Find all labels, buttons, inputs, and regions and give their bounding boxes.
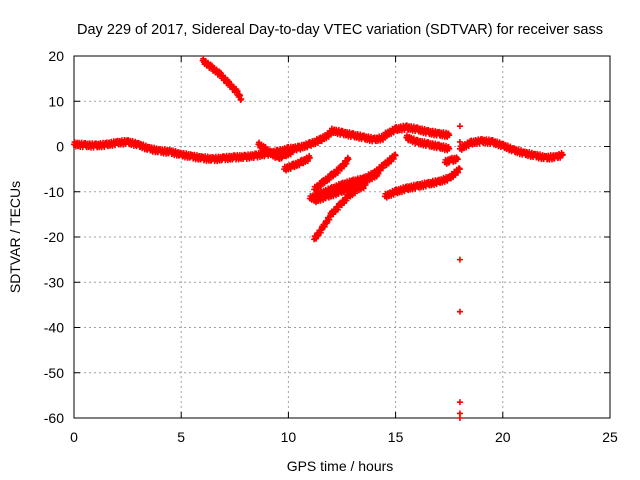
series-dip-16h	[403, 132, 453, 154]
series-band-19-23h	[456, 135, 566, 163]
data-point	[446, 132, 453, 139]
data-point	[345, 156, 352, 163]
data-point	[306, 154, 313, 161]
y-axis-label: SDTVAR / TECUs	[7, 181, 23, 293]
series-hump-9h	[255, 139, 296, 163]
series-outliers-18h	[456, 123, 463, 421]
data-point	[456, 308, 463, 315]
y-tick-label: -60	[44, 410, 64, 426]
y-tick-label: -40	[44, 320, 64, 336]
data-point	[456, 399, 463, 406]
data-point	[238, 95, 245, 102]
data-point	[362, 181, 369, 188]
data-point	[456, 166, 463, 173]
series-peak-15h	[381, 122, 453, 140]
y-tick-label: 20	[48, 48, 64, 64]
y-tick-label: -50	[44, 365, 64, 381]
x-tick-label: 20	[495, 429, 511, 445]
data-point	[456, 123, 463, 130]
y-tick-label: 0	[56, 139, 64, 155]
series-arc-upper-left	[199, 55, 245, 103]
series-steep-11h	[311, 180, 369, 243]
data-point	[454, 156, 461, 163]
x-tick-label: 0	[70, 429, 78, 445]
y-tick-label: -10	[44, 184, 64, 200]
series-segment-10h	[281, 152, 313, 174]
axis-ticks: 0 5 10 15 20 25 20 10 0 -10 -20 -30 -40 -50 -60	[44, 48, 618, 445]
chart-title: Day 229 of 2017, Sidereal Day-to-day VTE…	[77, 22, 603, 38]
y-tick-label: -20	[44, 229, 64, 245]
data-point	[456, 256, 463, 263]
series-plateau-12h	[328, 125, 388, 145]
series-main-band	[71, 128, 335, 165]
data-point	[289, 148, 296, 155]
y-tick-label: -30	[44, 274, 64, 290]
data-point	[559, 151, 566, 158]
data-point	[456, 415, 463, 421]
x-tick-label: 5	[177, 429, 185, 445]
x-tick-label: 10	[281, 429, 297, 445]
series-rise-11h	[311, 154, 352, 194]
data-point	[375, 170, 382, 177]
grid	[74, 56, 610, 418]
data-points	[71, 55, 566, 421]
data-point	[446, 145, 453, 152]
x-tick-label: 25	[602, 429, 618, 445]
y-tick-label: 10	[48, 93, 64, 109]
x-axis-label: GPS time / hours	[287, 458, 394, 474]
data-point	[392, 152, 399, 159]
series-band-lower-15h	[381, 165, 463, 201]
series-points-17h	[441, 154, 461, 167]
x-tick-label: 15	[388, 429, 404, 445]
